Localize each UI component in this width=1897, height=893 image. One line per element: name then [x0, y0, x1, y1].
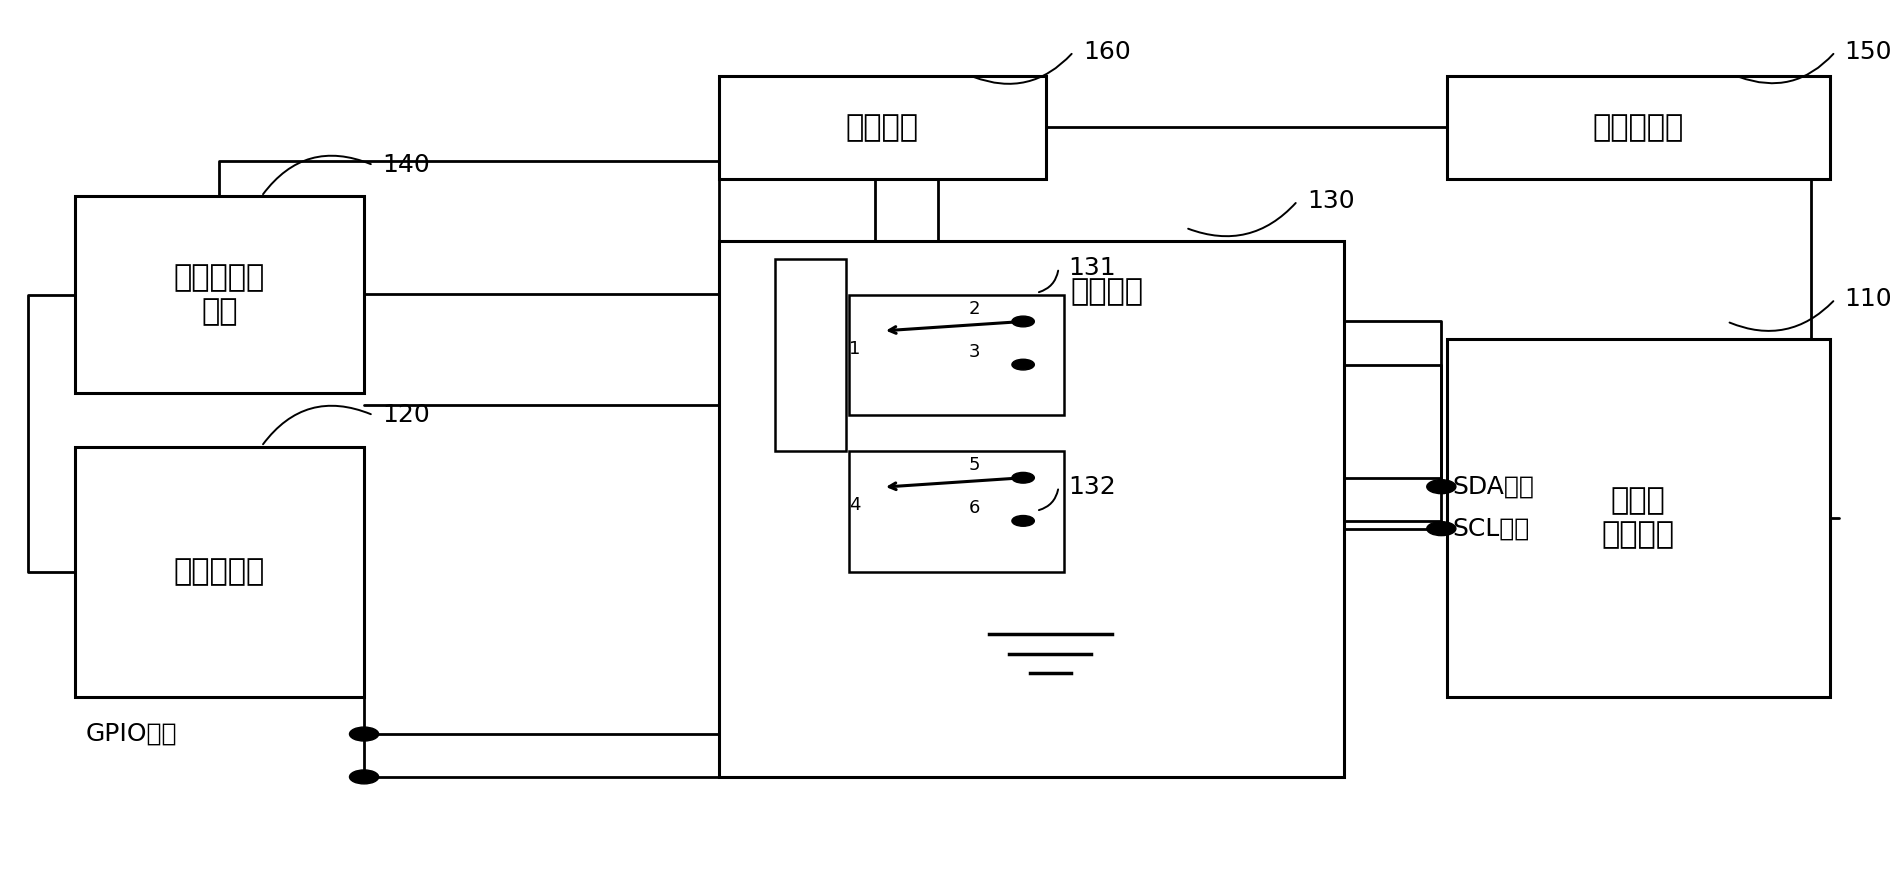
- Text: 段码屏电源: 段码屏电源: [1593, 113, 1685, 142]
- Text: 160: 160: [1083, 40, 1131, 63]
- Text: 130: 130: [1307, 189, 1354, 213]
- FancyBboxPatch shape: [850, 451, 1064, 572]
- FancyBboxPatch shape: [74, 196, 364, 393]
- Text: SCL接口: SCL接口: [1453, 517, 1529, 540]
- Text: 150: 150: [1844, 40, 1891, 63]
- Circle shape: [349, 727, 379, 741]
- Text: 4: 4: [850, 496, 861, 514]
- Circle shape: [1011, 359, 1034, 370]
- Circle shape: [1011, 316, 1034, 327]
- FancyBboxPatch shape: [774, 259, 846, 451]
- Circle shape: [1011, 515, 1034, 526]
- Text: 6: 6: [969, 499, 981, 517]
- Text: 3: 3: [969, 343, 981, 361]
- Text: 120: 120: [383, 404, 431, 427]
- Circle shape: [1011, 472, 1034, 483]
- Text: 110: 110: [1844, 288, 1891, 311]
- Text: 140: 140: [383, 154, 431, 177]
- FancyBboxPatch shape: [719, 76, 1045, 179]
- Text: 132: 132: [1068, 475, 1115, 498]
- Text: 智能卡芯片: 智能卡芯片: [175, 557, 266, 586]
- Text: 5: 5: [969, 456, 981, 474]
- FancyBboxPatch shape: [850, 295, 1064, 415]
- Text: SDA接口: SDA接口: [1453, 475, 1535, 498]
- Text: GPIO引脚: GPIO引脚: [85, 722, 178, 746]
- Text: 131: 131: [1068, 256, 1115, 280]
- Text: 2: 2: [969, 300, 981, 318]
- FancyBboxPatch shape: [1447, 76, 1831, 179]
- Circle shape: [1427, 480, 1455, 494]
- Text: 模拟开关: 模拟开关: [1070, 277, 1144, 305]
- FancyBboxPatch shape: [74, 446, 364, 697]
- FancyBboxPatch shape: [719, 241, 1345, 777]
- Text: 电源开关: 电源开关: [846, 113, 918, 142]
- Text: 段码屏
驱动芯片: 段码屏 驱动芯片: [1601, 487, 1675, 549]
- Text: 智能卡芯片
电源: 智能卡芯片 电源: [175, 263, 266, 326]
- Circle shape: [1427, 522, 1455, 536]
- Text: 1: 1: [850, 339, 861, 358]
- FancyBboxPatch shape: [1447, 339, 1831, 697]
- Circle shape: [349, 770, 379, 784]
